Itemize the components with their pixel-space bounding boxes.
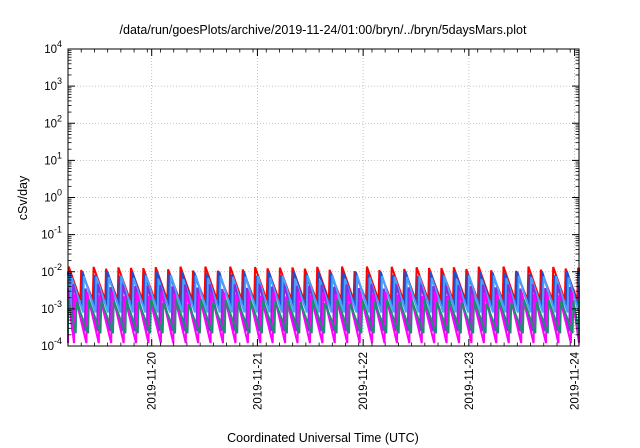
y-tick-label: 10-4	[41, 336, 62, 353]
y-tick-label: 100	[44, 188, 62, 205]
x-tick-label: 2019-11-20	[147, 352, 159, 410]
y-tick-label: 103	[44, 76, 62, 93]
x-tick-label: 2019-11-22	[358, 352, 370, 410]
series-line	[67, 298, 580, 334]
chart-title: /data/run/goesPlots/archive/2019-11-24/0…	[120, 23, 527, 37]
x-tick-label: 2019-11-24	[570, 351, 582, 410]
x-axis-label: Coordinated Universal Time (UTC)	[227, 431, 419, 445]
y-tick-label: 10-2	[41, 262, 62, 279]
series-line	[67, 274, 580, 313]
y-tick-label: 101	[44, 150, 62, 167]
x-tick-label: 2019-11-23	[464, 352, 476, 410]
x-tick-label: 2019-11-21	[252, 352, 264, 410]
series-group	[67, 266, 580, 344]
y-tick-label: 10-1	[41, 225, 62, 242]
y-tick-label: 10-3	[41, 299, 62, 316]
y-tick-label: 102	[44, 113, 62, 130]
y-tick-label: 104	[44, 39, 62, 56]
y-axis-label: cSv/day	[16, 175, 30, 220]
ticks: 10-4 10-3 10-2 10-1 100 101 102 103 104 2019-11-2…	[41, 39, 581, 410]
